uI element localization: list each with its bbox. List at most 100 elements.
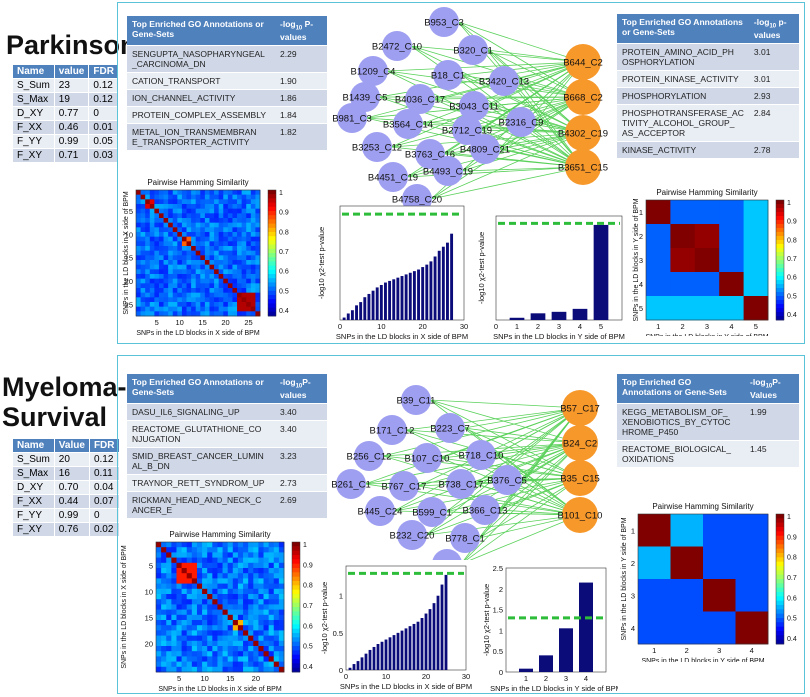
heatmap-cell (212, 547, 218, 553)
heatmap-cell (202, 656, 208, 662)
heatmap-cell (250, 283, 256, 289)
node-label: B953_C3 (424, 18, 464, 29)
heatmap-cell (176, 599, 182, 605)
network-edge (440, 442, 581, 459)
heatmap-cell (268, 594, 275, 600)
colorbar-segment (268, 223, 276, 229)
heatmap-cell (149, 311, 155, 317)
heatmap-cell (212, 557, 218, 564)
table-row: F_XY 0.76 0.02 (12, 522, 120, 537)
heatmap-cell (237, 302, 243, 308)
heatmap-cell (158, 260, 164, 266)
colorbar-tick: 1 (787, 200, 791, 207)
node-blue (429, 7, 459, 37)
heatmap-cell (232, 222, 238, 228)
bar (368, 649, 372, 670)
heatmap-cell (204, 260, 210, 266)
heatmap-cell (202, 635, 208, 642)
heatmap-cell (177, 218, 183, 224)
heatmap-cell (156, 594, 162, 600)
heatmap-cell (237, 288, 243, 294)
heatmap-cell (212, 599, 218, 605)
heatmap-cell (136, 306, 141, 312)
heatmap-cell (177, 269, 183, 275)
bar-xtick: 10 (382, 672, 390, 681)
heatmap-cell (195, 292, 201, 298)
heatmap-frame (645, 199, 769, 321)
network-edge (461, 74, 584, 134)
heatmap-cell (176, 578, 182, 584)
go-pvalue: 3.23 (275, 446, 327, 475)
heatmap-cell (191, 568, 198, 574)
bar (388, 637, 392, 670)
heatmap-cell (227, 562, 234, 569)
colorbar-segment (776, 531, 784, 537)
heatmap-cell (248, 604, 254, 610)
go-table-left-parkinson: Top Enriched GO Annotations or Gene-Sets… (127, 16, 327, 150)
heatmap-cell (214, 232, 220, 238)
heatmap-cell (232, 552, 239, 558)
colorbar-tick: 0.4 (279, 308, 289, 315)
heatmap-cell (232, 250, 238, 256)
heatmap-cell (166, 661, 172, 668)
bar-xtick: 0 (494, 322, 498, 331)
heatmap-cell (214, 213, 220, 219)
network-edge (421, 96, 584, 125)
heatmap-cell (186, 568, 193, 574)
heatmap-cell (222, 646, 229, 652)
heatmap-cell (195, 264, 201, 270)
heatmap-cell (202, 609, 208, 616)
heatmap-cell (246, 292, 252, 298)
heatmap-cell (719, 272, 744, 297)
heatmap-cell (149, 218, 155, 224)
heatmap-cell (209, 311, 215, 317)
heatmap-ytick: 15 (125, 254, 133, 263)
heatmap-cell (181, 199, 187, 205)
bar (348, 667, 352, 670)
heatmap-cell (140, 260, 146, 266)
node-label: B718_C10 (459, 451, 504, 462)
heatmap-cell (191, 609, 198, 616)
heatmap-cell (638, 546, 671, 580)
network-edge (445, 511, 581, 516)
heatmap-cell (232, 274, 238, 280)
heatmap-cell (145, 241, 151, 247)
heatmap-cell (136, 194, 141, 200)
heatmap-cell (237, 297, 243, 303)
bar-xtick: 1 (515, 322, 519, 331)
heatmap-cell (227, 635, 234, 642)
bar-xtick: 4 (584, 674, 588, 683)
heatmap-cell (156, 656, 162, 662)
heatmap-cell (149, 292, 155, 298)
heatmap-cell (248, 661, 254, 668)
network-edge (461, 61, 584, 76)
colorbar-tick: 0.4 (787, 636, 797, 643)
heatmap-cell (186, 222, 192, 228)
heatmap-cell (191, 260, 197, 266)
heatmap-cell (241, 227, 247, 233)
heatmap-cell (246, 288, 252, 294)
heatmap-cell (258, 562, 264, 569)
heatmap-cell (227, 260, 233, 266)
heatmap-cell (246, 269, 252, 275)
heatmap-cell (646, 224, 671, 249)
node-blue (450, 523, 480, 553)
heatmap-cell (196, 640, 203, 647)
heatmap-cell (258, 609, 264, 616)
heatmap-cell (743, 248, 769, 273)
heatmap-cell (202, 557, 208, 564)
heatmap-cell (140, 278, 146, 284)
network-edge (461, 166, 584, 172)
heatmap-cell (214, 222, 220, 228)
heatmap-cell (227, 651, 234, 657)
colorbar-segment (776, 592, 784, 597)
heatmap-cell (161, 635, 167, 642)
heatmap-cell (196, 573, 203, 579)
heatmap-cell (268, 640, 275, 647)
heatmap-cell (209, 306, 215, 312)
heatmap-cell (163, 292, 169, 298)
heatmap-cell (278, 557, 285, 564)
heatmap-cell (154, 255, 160, 261)
colorbar-segment (776, 204, 784, 209)
heatmap-cell (246, 278, 252, 284)
